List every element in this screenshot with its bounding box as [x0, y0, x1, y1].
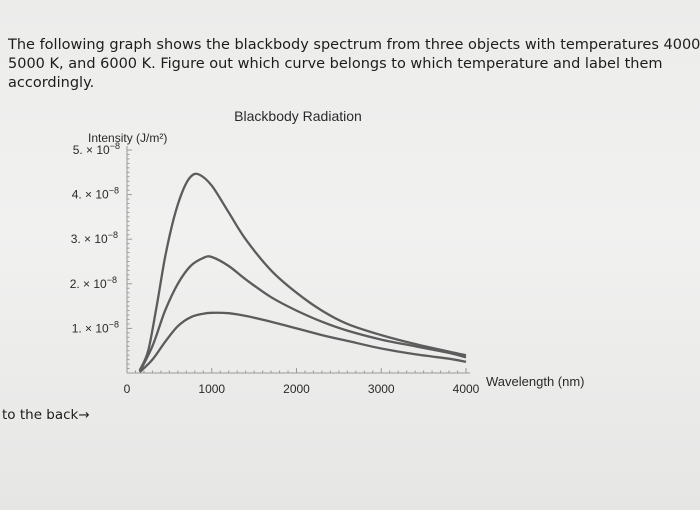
question-line: 5000 K, and 6000 K. Figure out which cur…: [8, 56, 663, 72]
axes: [126, 146, 470, 374]
x-tick-label: 4000: [453, 382, 480, 396]
y-tick-label: 1. × 10−8: [72, 319, 119, 335]
y-tick-labels: 1. × 10−8 2. × 10−8 3. × 10−8 4. × 10−8 5. ×…: [70, 141, 120, 335]
curve-3: [138, 311, 467, 373]
chart-title: Blackbody Radiation: [234, 108, 362, 124]
ticks: [126, 149, 467, 373]
curve-1: [138, 172, 467, 371]
x-tick-labels: 0 1000 2000 3000 4000: [124, 382, 480, 396]
curve-2: [138, 255, 467, 373]
y-tick-label: 5. × 10−8: [73, 141, 120, 157]
footer-note: to the back→: [2, 407, 90, 423]
question-text: The following graph shows the blackbody …: [8, 36, 700, 93]
series-curves: [138, 172, 467, 373]
x-tick-label: 1000: [198, 382, 225, 396]
x-tick-label: 2000: [283, 382, 310, 396]
y-tick-label: 3. × 10−8: [71, 230, 118, 246]
y-axis-label: Intensity (J/m²): [88, 131, 167, 145]
y-tick-label: 2. × 10−8: [70, 275, 117, 291]
question-line: accordingly.: [8, 75, 95, 91]
y-tick-label: 4. × 10−8: [72, 186, 119, 202]
x-tick-label: 0: [124, 382, 131, 396]
question-line: The following graph shows the blackbody …: [8, 37, 700, 53]
x-tick-label: 3000: [368, 382, 395, 396]
x-axis-label: Wavelength (nm): [486, 374, 585, 389]
